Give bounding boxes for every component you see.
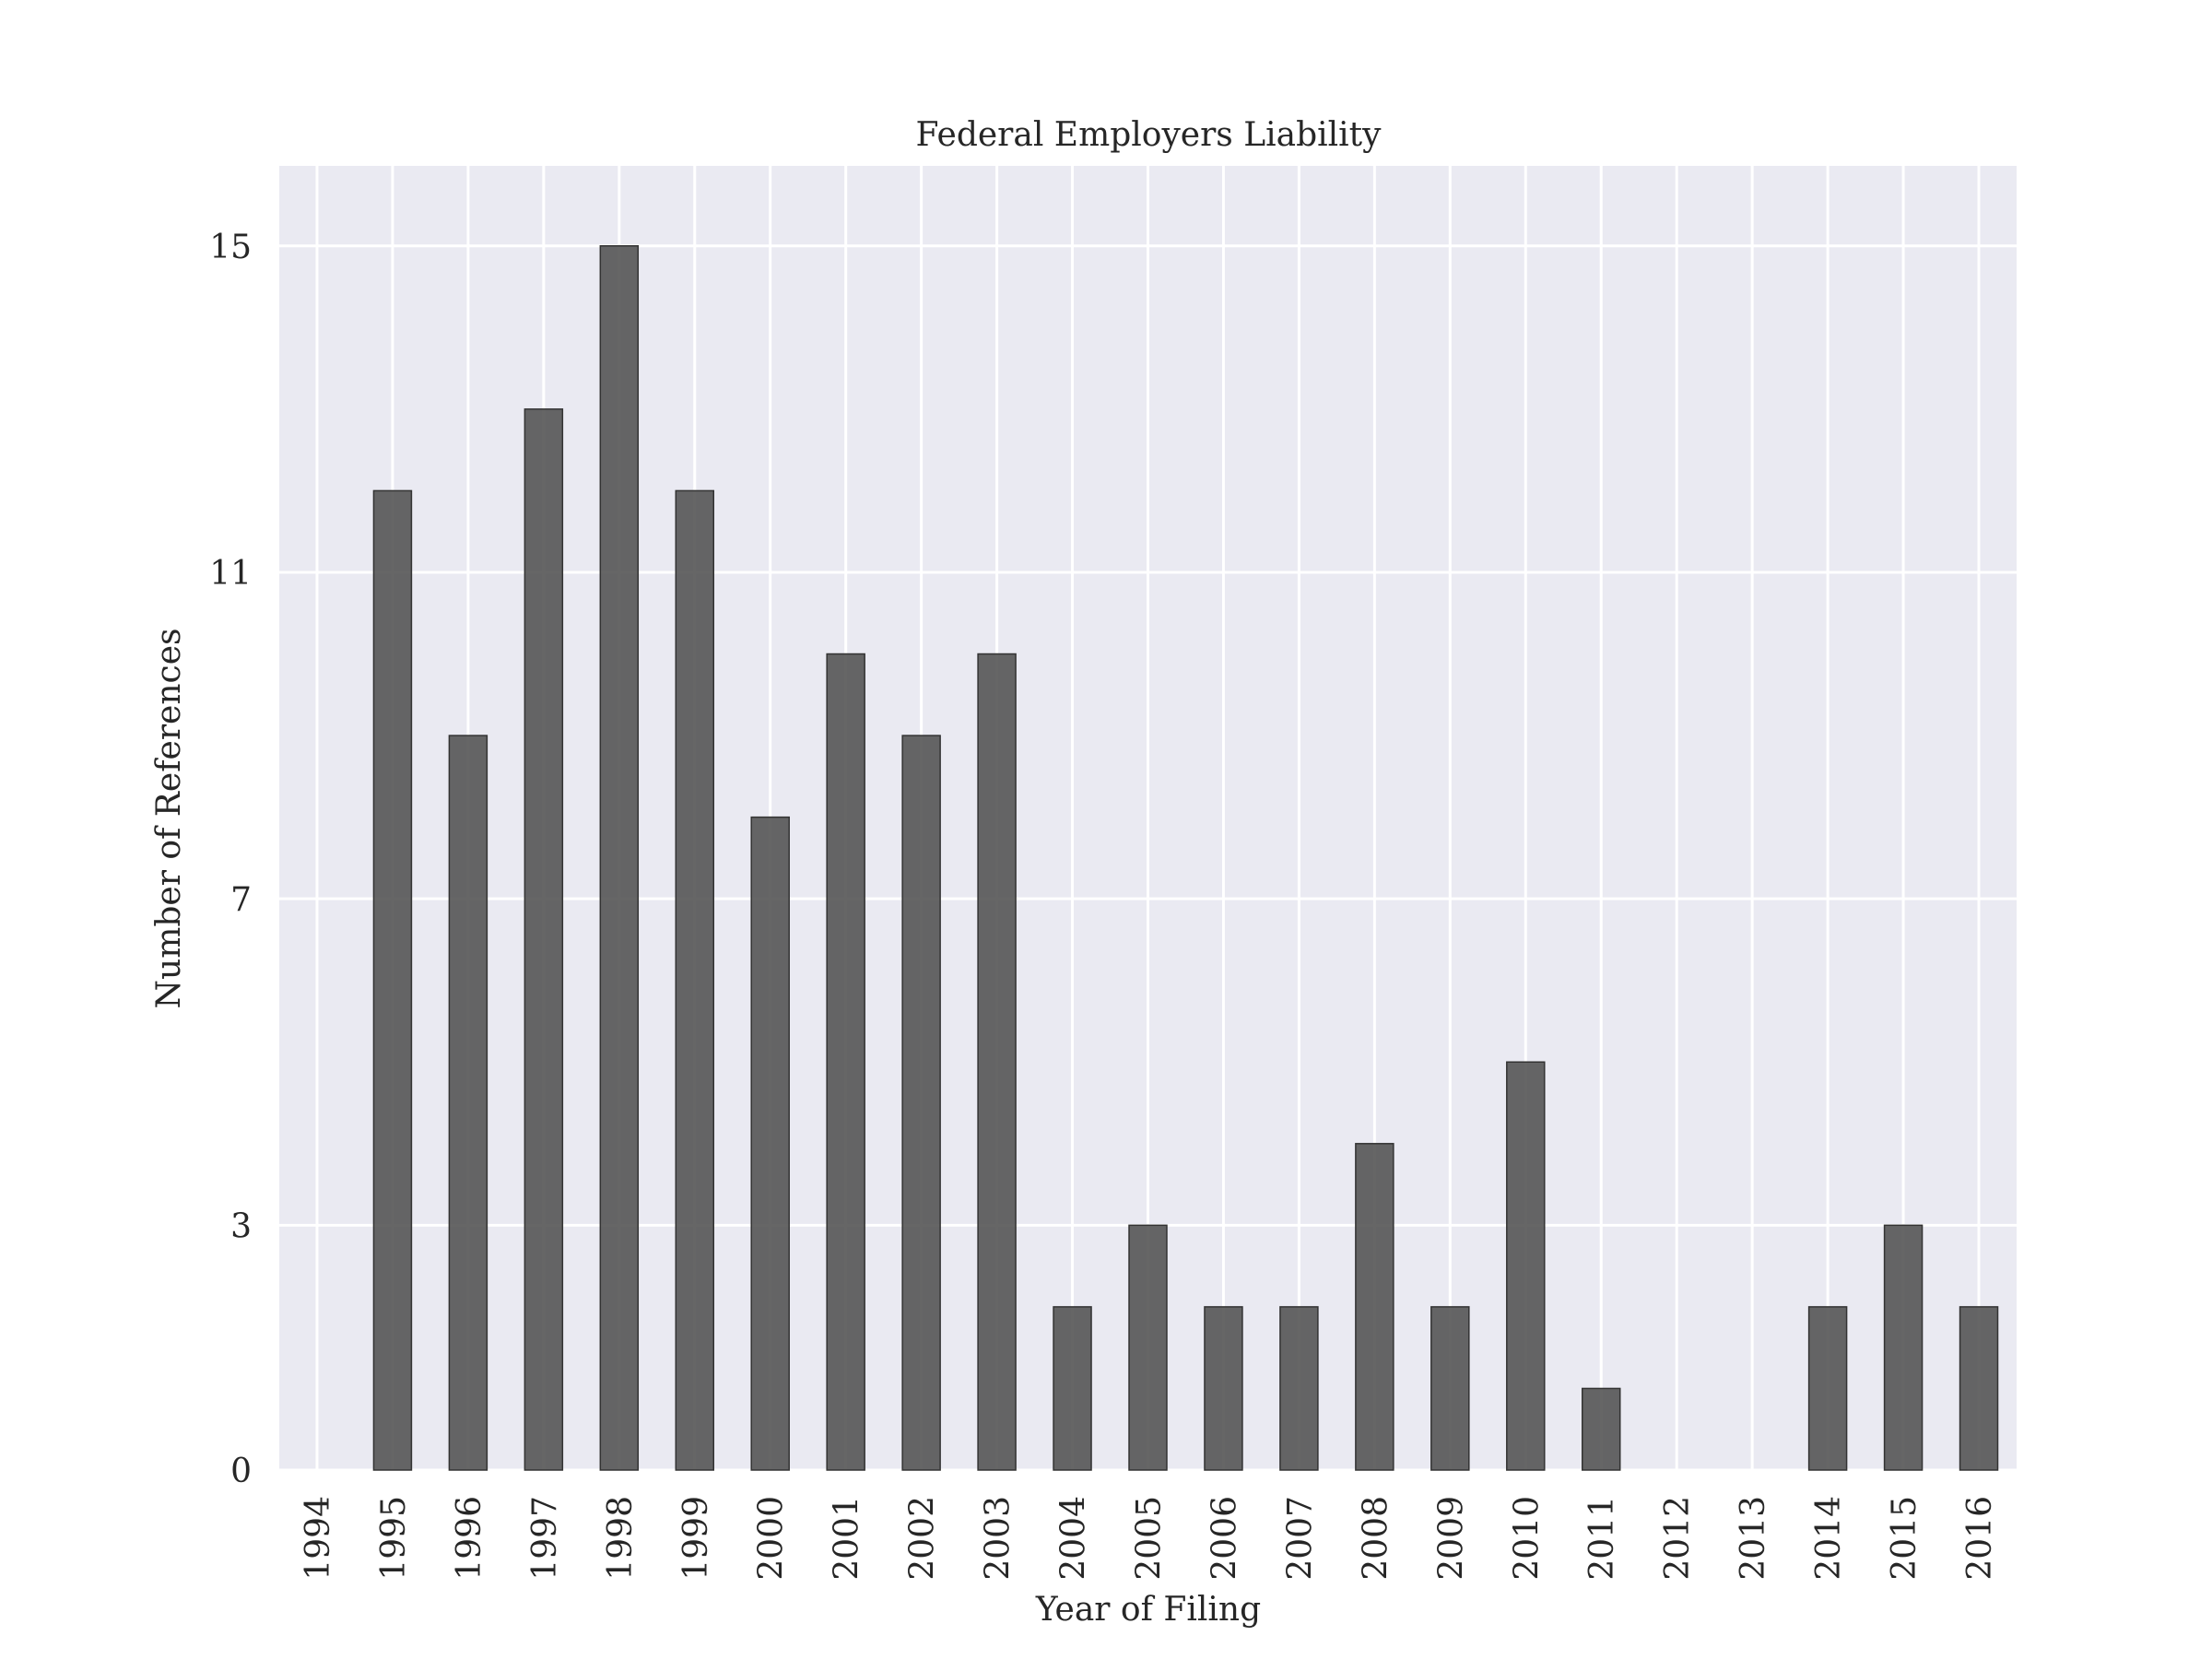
- x-tick-labels: 1994 1995 1996 1997 1998 1999 2000 2001 2002 2003…: [300, 1496, 1999, 1581]
- x-tick-label: 2013: [1735, 1496, 1772, 1581]
- y-tick-label: 15: [209, 229, 252, 266]
- x-tick-label: 1997: [526, 1496, 564, 1581]
- x-tick-label: 2005: [1131, 1496, 1169, 1581]
- x-tick-label: 2006: [1206, 1496, 1243, 1581]
- bar-2016: [1959, 1306, 1999, 1471]
- x-tick-label: 1996: [451, 1496, 488, 1581]
- y-tick-label: 11: [209, 555, 252, 593]
- y-tick-label: 3: [230, 1207, 252, 1245]
- chart-title: Federal Employers Liability: [916, 116, 1382, 154]
- bar-2005: [1128, 1224, 1168, 1471]
- x-tick-label: 2010: [1508, 1496, 1546, 1581]
- y-tick-label: 7: [230, 881, 252, 919]
- x-axis-label: Year of Filing: [1035, 1591, 1261, 1629]
- x-tick-label: 2002: [904, 1496, 942, 1581]
- bar-2011: [1582, 1387, 1621, 1471]
- y-tick-label: 0: [230, 1453, 252, 1490]
- x-tick-label: 2014: [1810, 1496, 1848, 1581]
- x-tick-label: 2000: [753, 1496, 791, 1581]
- bar-2000: [750, 816, 790, 1471]
- bar-2001: [826, 653, 865, 1471]
- bar-1998: [599, 245, 640, 1471]
- bar-2009: [1430, 1306, 1470, 1471]
- bar-2010: [1506, 1061, 1546, 1471]
- bar-1999: [675, 489, 714, 1471]
- x-tick-label: 2003: [980, 1496, 1018, 1581]
- bar-2003: [977, 653, 1017, 1471]
- bar-1996: [448, 735, 488, 1471]
- bar-1995: [372, 489, 413, 1471]
- bar-2002: [901, 735, 941, 1471]
- bars: [372, 245, 1999, 1471]
- bar-2014: [1807, 1306, 1848, 1471]
- x-tick-label: 1994: [300, 1496, 337, 1581]
- x-tick-label: 2015: [1886, 1496, 1924, 1581]
- x-tick-label: 2004: [1055, 1496, 1093, 1581]
- x-tick-label: 2008: [1357, 1496, 1394, 1581]
- bar-2006: [1204, 1306, 1243, 1471]
- bar-2008: [1355, 1143, 1394, 1471]
- x-tick-label: 1995: [375, 1496, 413, 1581]
- x-tick-label: 1999: [677, 1496, 715, 1581]
- x-tick-label: 1998: [602, 1496, 640, 1581]
- bar-2007: [1279, 1306, 1319, 1471]
- bar-2004: [1053, 1306, 1092, 1471]
- x-tick-label: 2009: [1432, 1496, 1470, 1581]
- x-tick-label: 2012: [1659, 1496, 1697, 1581]
- y-tick-labels: 0 3 7 11 15: [209, 229, 252, 1490]
- x-tick-label: 2011: [1583, 1496, 1621, 1581]
- x-tick-label: 2016: [1961, 1496, 1999, 1581]
- x-tick-label: 2001: [829, 1496, 866, 1581]
- bar-1997: [524, 408, 564, 1471]
- x-tick-label: 2007: [1281, 1496, 1319, 1581]
- bar-2015: [1883, 1224, 1924, 1471]
- y-axis-label: Number of References: [150, 629, 188, 1009]
